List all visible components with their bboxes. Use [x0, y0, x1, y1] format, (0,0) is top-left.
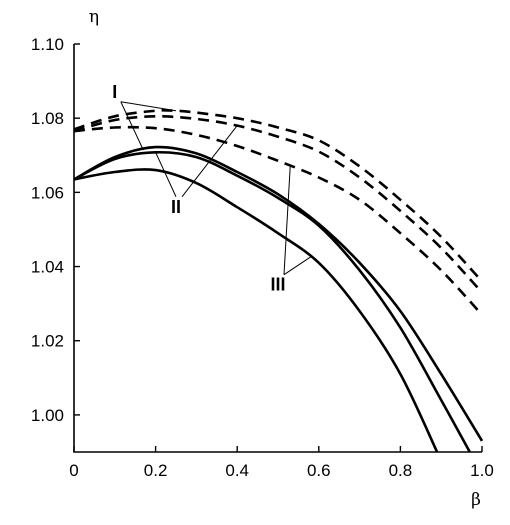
curve-label-III: III [270, 275, 285, 295]
x-tick-label: 0.4 [225, 461, 249, 480]
series-III-dashed-line [73, 125, 483, 316]
leader-III-dashed [283, 165, 291, 275]
y-tick-label: 1.04 [31, 258, 64, 277]
leader-III-solid [283, 256, 311, 276]
series-II-solid-line [73, 150, 471, 453]
y-tick-label: 1.00 [31, 406, 64, 425]
series-II-dashed-line [73, 114, 483, 294]
y-axis-label: η [89, 7, 99, 27]
x-tick-label: 0.8 [389, 461, 413, 480]
series-I-dashed-line [73, 108, 483, 283]
y-tick-label: 1.08 [31, 109, 64, 128]
ticks [73, 43, 483, 452]
series-I-solid-line [73, 145, 484, 442]
leader-I-solid [120, 101, 144, 151]
series-layer [73, 108, 484, 453]
curve-label-II: II [171, 197, 181, 217]
x-tick-label: 0 [69, 461, 78, 480]
leader-II-solid [155, 152, 177, 197]
y-tick-label: 1.10 [31, 35, 64, 54]
x-tick-label: 0.2 [144, 461, 168, 480]
x-axis-label: β [471, 490, 481, 510]
axes [73, 44, 482, 453]
leader-II-dashed [181, 125, 238, 198]
leader-I-dashed [120, 101, 177, 112]
y-tick-label: 1.06 [31, 183, 64, 202]
axis-frame [73, 44, 482, 453]
x-tick-label: 0.6 [307, 461, 331, 480]
series-III-solid-line [73, 168, 439, 453]
y-tick-label: 1.02 [31, 332, 64, 351]
curve-label-I: I [112, 82, 117, 102]
x-tick-label: 1.0 [470, 461, 494, 480]
annotation-leaders [120, 101, 311, 276]
tick-labels: 0 0.2 0.4 0.6 0.8 1.0 1.00 1.02 1.04 1.06 1.08 1.10 [31, 35, 494, 480]
